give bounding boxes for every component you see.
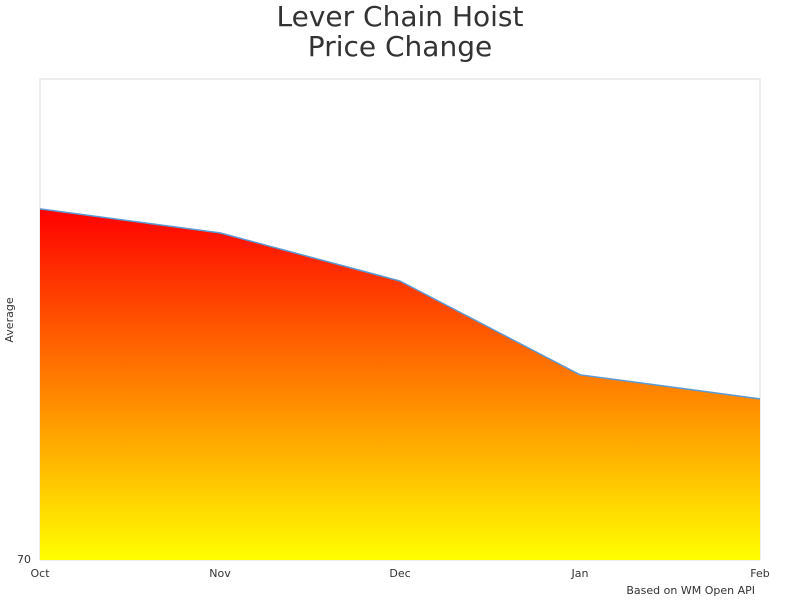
chart-title: Price Change xyxy=(308,30,492,63)
x-tick-label: Nov xyxy=(209,567,231,580)
y-axis-label: Average xyxy=(3,297,16,342)
x-tick-label: Feb xyxy=(750,567,769,580)
x-tick-label: Oct xyxy=(30,567,50,580)
line xyxy=(39,208,761,400)
area xyxy=(40,208,760,560)
chart-title: Lever Chain Hoist xyxy=(277,0,524,33)
credits: Based on WM Open API xyxy=(626,584,755,597)
y-tick-label: 70 xyxy=(17,553,31,566)
x-tick-label: Dec xyxy=(389,567,410,580)
x-tick-label: Jan xyxy=(571,567,589,580)
